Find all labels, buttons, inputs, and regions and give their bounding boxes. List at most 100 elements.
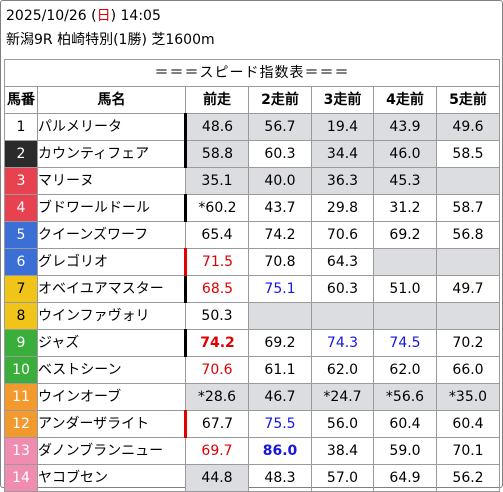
speed-index-cell: 19.4	[311, 113, 374, 141]
horse-number: 11	[4, 383, 38, 411]
horse-name: パルメリータ	[37, 113, 187, 141]
speed-index-cell: *35.0	[436, 383, 500, 411]
speed-index-cell: 69.2	[248, 329, 312, 357]
horse-number: 7	[4, 275, 38, 303]
table-row: 13 ダノンブランニュー 69.7 86.0 38.4 59.0 70.1	[4, 437, 500, 465]
table-row: 9 ジャズ 74.2 69.2 74.3 74.5 70.2	[4, 329, 500, 357]
speed-index-cell: 75.5	[248, 410, 312, 438]
speed-index-cell: 50.3	[185, 302, 249, 330]
speed-index-cell: 48.6	[185, 113, 249, 141]
horse-name: グレゴリオ	[37, 248, 187, 276]
speed-index-cell: 43.7	[248, 194, 312, 222]
speed-index-cell: 31.2	[373, 194, 437, 222]
speed-index-cell: 59.0	[373, 437, 437, 465]
speed-index-cell: *60.2	[185, 194, 249, 222]
table-header-row: 馬番 馬名 前走 2走前 3走前 4走前 5走前	[4, 86, 500, 114]
col-header-name: 馬名	[37, 86, 186, 114]
speed-index-cell: 74.2	[185, 329, 249, 357]
speed-index-cell: 60.3	[311, 275, 374, 303]
speed-index-cell: 70.8	[248, 248, 312, 276]
horse-number: 2	[4, 140, 38, 168]
speed-index-table: ＝＝＝スピード指数表＝＝＝ 馬番 馬名 前走 2走前 3走前 4走前 5走前 1…	[4, 59, 500, 492]
race-datetime: 2025/10/26 (日) 14:05	[6, 7, 161, 25]
speed-index-cell: 70.6	[311, 221, 374, 249]
horse-name: ヤコブセン	[37, 464, 186, 492]
speed-index-cell: 38.4	[311, 437, 374, 465]
col-header-last: 前走	[185, 86, 249, 114]
speed-index-cell: 74.3	[311, 329, 374, 357]
horse-number: 9	[4, 329, 38, 357]
table-row: 12 アンダーザライト 67.7 75.5 56.0 60.4 60.4	[4, 410, 500, 438]
speed-index-cell: 60.3	[248, 140, 312, 168]
table-title-row: ＝＝＝スピード指数表＝＝＝	[4, 59, 500, 87]
horse-number: 3	[4, 167, 38, 195]
horse-number: 8	[4, 302, 38, 330]
speed-index-cell: 34.4	[311, 140, 374, 168]
speed-index-cell: 40.0	[248, 167, 312, 195]
speed-index-cell: 43.9	[373, 113, 437, 141]
horse-number: 12	[4, 410, 38, 438]
speed-index-cell: 74.2	[248, 221, 312, 249]
speed-index-cell	[373, 248, 437, 276]
table-row: 3 マリーヌ 35.1 40.0 36.3 45.3	[4, 167, 500, 195]
speed-index-cell: 70.1	[436, 437, 500, 465]
speed-index-cell: 44.8	[185, 464, 249, 492]
col-header-4back: 4走前	[373, 86, 437, 114]
horse-number: 6	[4, 248, 38, 276]
table-row: 5 クイーンズワーフ 65.4 74.2 70.6 69.2 56.8	[4, 221, 500, 249]
horse-number: 14	[4, 464, 38, 492]
speed-index-cell: 51.0	[373, 275, 437, 303]
table-row: 2 カウンティフェア 58.8 60.3 34.4 46.0 58.5	[4, 140, 500, 168]
table-row: 10 ベストシーン 70.6 61.1 62.0 62.0 66.0	[4, 356, 500, 384]
speed-index-cell: 67.7	[185, 410, 249, 438]
speed-index-cell: 69.2	[373, 221, 437, 249]
speed-index-cell: 70.2	[436, 329, 500, 357]
speed-index-cell: 56.2	[436, 464, 500, 492]
speed-index-cell: 46.7	[248, 383, 312, 411]
speed-index-cell: 86.0	[248, 437, 312, 465]
speed-index-cell	[373, 302, 437, 330]
horse-number: 1	[4, 113, 38, 141]
speed-index-cell: 46.0	[373, 140, 437, 168]
speed-index-cell: 58.7	[436, 194, 500, 222]
table-row: 6 グレゴリオ 71.5 70.8 64.3	[4, 248, 500, 276]
speed-index-cell: 45.3	[373, 167, 437, 195]
horse-number: 10	[4, 356, 38, 384]
horse-name: カウンティフェア	[37, 140, 187, 168]
speed-index-cell: 65.4	[185, 221, 249, 249]
horse-number: 4	[4, 194, 38, 222]
table-row: 11 ウインオーブ *28.6 46.7 *24.7 *56.6 *35.0	[4, 383, 500, 411]
speed-index-cell: 61.1	[248, 356, 312, 384]
speed-index-cell: 75.1	[248, 275, 312, 303]
horse-number: 13	[4, 437, 38, 465]
col-header-number: 馬番	[4, 86, 38, 114]
speed-index-cell: 56.8	[436, 221, 500, 249]
speed-index-cell: *28.6	[185, 383, 249, 411]
speed-index-cell: 64.9	[373, 464, 437, 492]
date-prefix: 2025/10/26 (	[6, 8, 97, 24]
speed-index-cell: 64.3	[311, 248, 374, 276]
speed-index-cell: 70.6	[185, 356, 249, 384]
race-info: 新潟9R 柏崎特別(1勝) 芝1600m	[6, 32, 215, 48]
horse-name: ベストシーン	[37, 356, 186, 384]
table-row: 14 ヤコブセン 44.8 48.3 57.0 64.9 56.2	[4, 464, 500, 492]
speed-index-cell: 57.0	[311, 464, 374, 492]
speed-index-cell: 48.3	[248, 464, 312, 492]
speed-index-cell: 49.7	[436, 275, 500, 303]
speed-index-cell: 35.1	[185, 167, 249, 195]
col-header-5back: 5走前	[436, 86, 500, 114]
horse-name: ブドワールドール	[37, 194, 187, 222]
horse-name: ダノンブランニュー	[37, 437, 186, 465]
speed-index-cell: 71.5	[185, 248, 249, 276]
speed-index-cell: 49.6	[436, 113, 500, 141]
speed-index-cell: 62.0	[373, 356, 437, 384]
speed-index-cell: 58.5	[436, 140, 500, 168]
speed-index-cell: 66.0	[436, 356, 500, 384]
table-row: 4 ブドワールドール *60.2 43.7 29.8 31.2 58.7	[4, 194, 500, 222]
table-row: 7 オベイユアマスター 68.5 75.1 60.3 51.0 49.7	[4, 275, 500, 303]
speed-index-cell: 56.7	[248, 113, 312, 141]
speed-index-cell: 74.5	[373, 329, 437, 357]
horse-number: 5	[4, 221, 38, 249]
horse-name: オベイユアマスター	[37, 275, 187, 303]
